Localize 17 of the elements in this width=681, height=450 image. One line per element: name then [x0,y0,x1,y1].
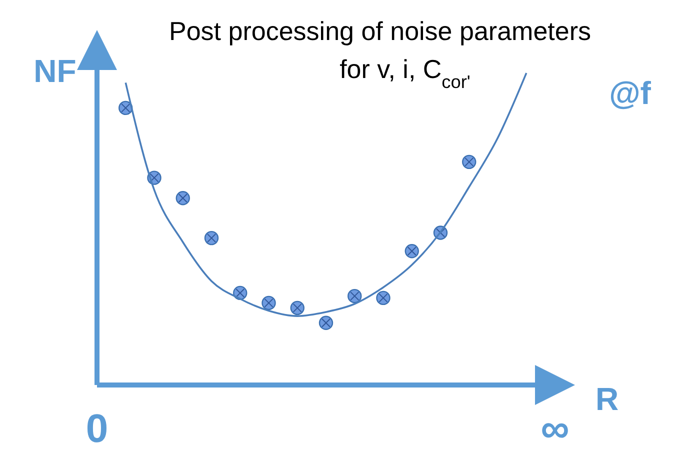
point [376,290,390,306]
x-tick-label: 0 [86,407,108,450]
point [233,286,248,300]
point [404,244,419,258]
y-axis-title: NF [34,53,76,89]
point [262,296,276,310]
point [176,191,190,206]
point [318,316,334,330]
point [348,288,362,304]
point [118,100,133,116]
point [462,154,476,170]
point [204,230,219,246]
x-axis-title: R [595,381,619,417]
chart-title: Post processing of noise parameters for v, i, C$_{cor'}$ [169,16,591,92]
text: @f [609,75,652,111]
x-tick-label: ∞ [540,407,570,450]
point [290,300,304,316]
